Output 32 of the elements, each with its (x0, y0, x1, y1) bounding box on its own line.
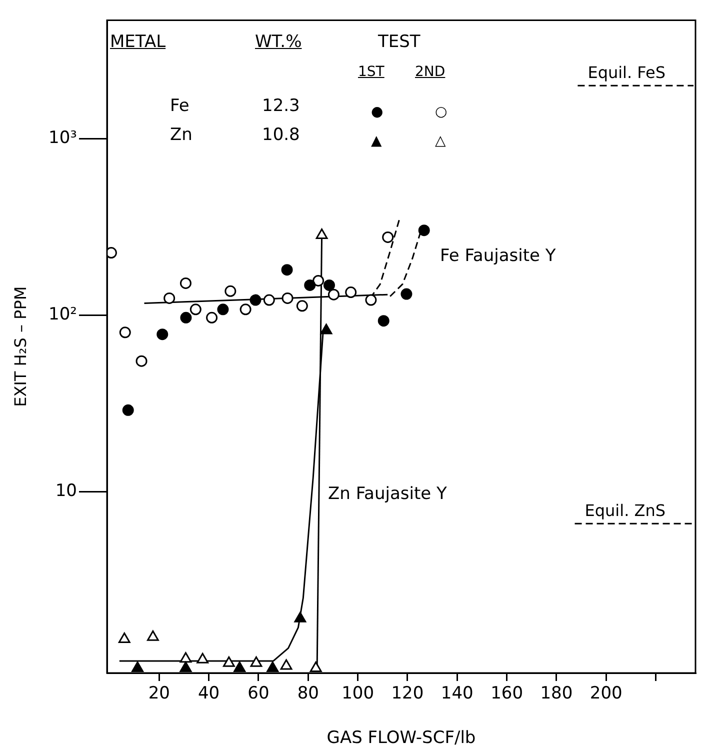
annotation: 2ND (415, 64, 446, 80)
annotation: 1ST (358, 64, 384, 80)
x-tick-label: 180 (540, 684, 573, 704)
ref-line-label: Equil. ZnS (584, 500, 666, 520)
annotation: Zn Faujasite Y (328, 484, 447, 504)
annotation: 10.8 (262, 125, 300, 145)
annotation: ▲ (371, 133, 382, 149)
x-tick-label: 140 (440, 684, 474, 704)
annotation: 12.3 (262, 96, 300, 116)
x-tick-label: 60 (248, 684, 270, 704)
x-tick-label: 200 (590, 684, 622, 704)
ref-line-label: Equil. FeS (588, 62, 666, 82)
x-tick-label: 20 (148, 684, 170, 704)
x-axis-title: GAS FLOW-SCF/lb (326, 728, 476, 748)
y-axis-title: EXIT H₂S – PPM (10, 286, 30, 407)
annotation: Zn (170, 125, 192, 145)
annotation: ○ (435, 104, 448, 120)
x-tick-label: 80 (297, 684, 319, 704)
y-tick-label: 10 (55, 481, 77, 502)
annotation: WT.% (255, 32, 302, 52)
x-tick-label: 100 (342, 684, 374, 704)
annotation: TEST (378, 32, 420, 52)
x-tick-label: 120 (391, 684, 424, 704)
annotation: Fe Faujasite Y (440, 246, 556, 266)
annotation: △ (435, 133, 446, 149)
y-tick-label: 10² (48, 304, 77, 325)
y-tick-label: 10³ (48, 128, 77, 148)
annotation: METAL (110, 32, 166, 52)
annotation: Fe (170, 96, 190, 116)
x-tick-label: 40 (198, 684, 220, 704)
x-tick-label: 160 (490, 684, 524, 704)
annotation: ● (371, 104, 384, 120)
